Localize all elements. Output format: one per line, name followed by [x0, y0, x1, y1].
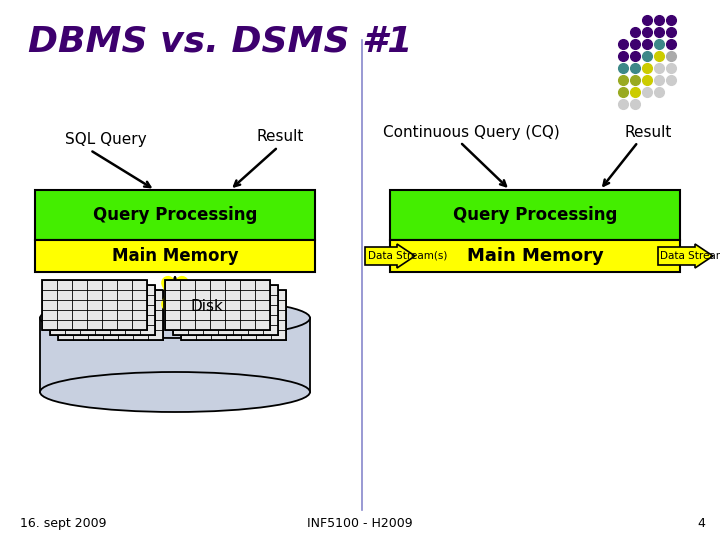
Bar	[173, 285, 278, 335]
Text: SQL Query: SQL Query	[65, 132, 147, 147]
Text: Result: Result	[624, 125, 671, 140]
Bar	[390, 190, 680, 240]
FancyArrow shape	[365, 244, 415, 268]
Text: Main Memory: Main Memory	[112, 247, 238, 265]
Bar	[165, 280, 270, 330]
Bar	[35, 190, 315, 240]
Text: Data Stream(s): Data Stream(s)	[660, 251, 720, 261]
FancyArrow shape	[658, 244, 713, 268]
Ellipse shape	[40, 298, 310, 338]
Text: Result: Result	[256, 129, 303, 144]
Text: INF5100 - H2009: INF5100 - H2009	[307, 517, 413, 530]
Bar	[40, 318, 310, 392]
Bar	[35, 240, 315, 272]
Ellipse shape	[40, 372, 310, 412]
Text: Disk: Disk	[190, 299, 223, 314]
Bar	[390, 240, 680, 272]
Text: Data Stream(s): Data Stream(s)	[368, 251, 447, 261]
Bar	[42, 280, 147, 330]
Text: DBMS vs. DSMS #1: DBMS vs. DSMS #1	[28, 25, 413, 59]
Text: Main Memory: Main Memory	[467, 247, 603, 265]
Text: 4: 4	[697, 517, 705, 530]
Bar	[50, 285, 155, 335]
Text: Continuous Query (CQ): Continuous Query (CQ)	[383, 125, 559, 140]
Bar	[181, 290, 286, 340]
Bar	[58, 290, 163, 340]
Text: Query Processing: Query Processing	[453, 206, 617, 224]
Text: Query Processing: Query Processing	[93, 206, 257, 224]
Text: 16. sept 2009: 16. sept 2009	[20, 517, 107, 530]
